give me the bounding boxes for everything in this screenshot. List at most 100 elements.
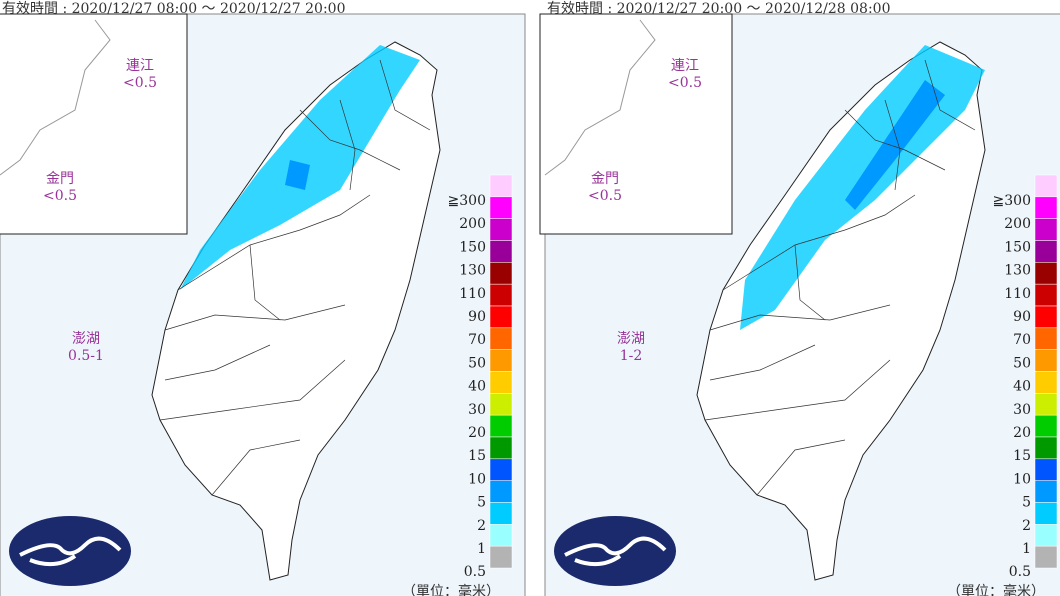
legend-swatch	[489, 305, 513, 329]
legend-swatch	[1034, 305, 1058, 329]
unit: （單位：毫米）	[947, 583, 1045, 596]
header: 有效時間 : 2020/12/27 20:00 ～ 2020/12/28 08:…	[547, 1, 891, 17]
logo	[9, 516, 131, 586]
legend-label: 70	[468, 332, 486, 348]
legend-swatch	[489, 196, 513, 219]
legend-label: 15	[468, 448, 486, 464]
legend-label: 10	[1013, 471, 1031, 487]
legend-label: 40	[1013, 379, 1031, 395]
legend-swatch	[489, 545, 513, 569]
legend-label: 200	[459, 216, 486, 232]
legend-swatch	[489, 218, 513, 241]
island-name: 澎湖	[72, 331, 100, 347]
legend-label: 2	[1022, 518, 1031, 534]
legend-label: 130	[459, 263, 486, 279]
island-name: 金門	[46, 171, 74, 187]
legend-label: 5	[477, 495, 486, 511]
legend-label: 0.5	[464, 564, 486, 580]
legend-swatch	[1034, 174, 1058, 198]
unit: （單位：毫米）	[402, 583, 500, 596]
legend-swatch	[489, 414, 513, 438]
island-value: <0.5	[43, 188, 77, 204]
island-name: 連江	[126, 58, 154, 74]
legend-label: 90	[468, 309, 486, 325]
legend-label: 5	[1022, 495, 1031, 511]
legend-swatch	[1034, 240, 1058, 263]
logo-ellipse	[9, 516, 131, 586]
legend-swatch	[489, 349, 513, 372]
legend-swatch	[489, 480, 513, 503]
rain-area-dark	[845, 80, 945, 210]
legend-label: 70	[1013, 332, 1031, 348]
coastline-inset	[544, 19, 656, 176]
legend-label: 50	[468, 355, 486, 371]
legend-label: 110	[1004, 286, 1031, 302]
legend-label: 150	[459, 239, 486, 255]
legend-swatch	[489, 458, 513, 481]
island-name: 連江	[671, 58, 699, 74]
legend-swatch	[1034, 545, 1058, 569]
legend-label: 10	[468, 471, 486, 487]
legend-swatch	[489, 524, 513, 547]
island-value: <0.5	[588, 188, 622, 204]
legend-swatch	[489, 283, 513, 307]
legend-swatch	[1034, 458, 1058, 481]
legend-label: 90	[1013, 309, 1031, 325]
legend-label: 0.5	[1009, 564, 1031, 580]
logo-swirl	[564, 536, 667, 567]
logo-swirl	[19, 536, 122, 567]
legend-label: 2	[477, 518, 486, 534]
legend-swatch	[1034, 327, 1058, 350]
legend-label: 150	[1004, 239, 1031, 255]
legend-swatch	[1034, 218, 1058, 241]
legend-swatch	[1034, 283, 1058, 307]
header: 有效時間 : 2020/12/27 08:00 ～ 2020/12/27 20:…	[2, 1, 346, 17]
legend-swatch	[1034, 436, 1058, 460]
legend-swatch	[1034, 524, 1058, 547]
legend-swatch	[489, 371, 513, 394]
island-value: <0.5	[123, 75, 157, 91]
legend-label: 30	[468, 402, 486, 418]
rain-area-dark	[285, 160, 310, 190]
legend-swatch	[1034, 262, 1058, 285]
legend-swatch	[489, 327, 513, 350]
legend-swatch	[489, 436, 513, 460]
legend-label: 30	[1013, 402, 1031, 418]
legend-label: 110	[459, 286, 486, 302]
legend-label: 50	[1013, 355, 1031, 371]
legend-swatch	[1034, 480, 1058, 503]
legend-label: ≧300	[993, 193, 1031, 209]
legend-swatch	[1034, 414, 1058, 438]
island-name: 澎湖	[617, 331, 645, 347]
island-name: 金門	[591, 171, 619, 187]
legend-swatch	[489, 393, 513, 416]
legend-label: 40	[468, 379, 486, 395]
legend-label: ≧300	[448, 193, 486, 209]
inset-box	[539, 13, 733, 235]
legend-swatch	[489, 262, 513, 285]
counties	[159, 59, 431, 496]
island-value: 0.5-1	[68, 348, 104, 364]
legend-swatch	[1034, 502, 1058, 525]
legend-label: 130	[1004, 263, 1031, 279]
logo-ellipse	[554, 516, 676, 586]
legend-label: 1	[477, 541, 486, 557]
legend-swatch	[489, 174, 513, 198]
legend-swatch	[1034, 371, 1058, 394]
legend-swatch	[489, 502, 513, 525]
legend-label: 1	[1022, 541, 1031, 557]
legend-swatch	[1034, 349, 1058, 372]
taiwan-outline	[696, 41, 986, 581]
legend-label: 200	[1004, 216, 1031, 232]
legend-label: 20	[468, 425, 486, 441]
legend-label: 15	[1013, 448, 1031, 464]
legend-label: 20	[1013, 425, 1031, 441]
island-value: 1-2	[620, 348, 643, 364]
legend-swatch	[1034, 196, 1058, 219]
inset-box	[0, 13, 188, 235]
counties	[704, 59, 976, 496]
